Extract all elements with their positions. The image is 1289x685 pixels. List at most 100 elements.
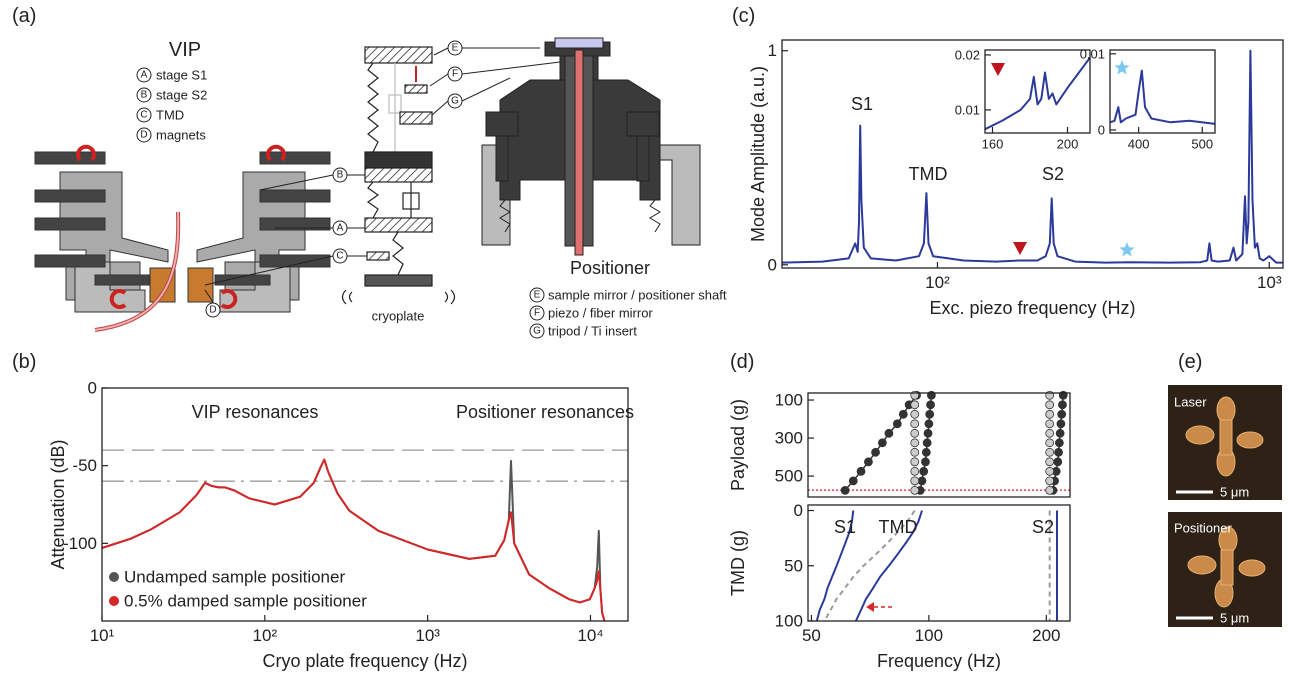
point bbox=[1045, 428, 1055, 438]
point bbox=[910, 485, 920, 495]
y-tick-label: 500 bbox=[775, 467, 803, 486]
key: D bbox=[140, 130, 147, 141]
point bbox=[1045, 400, 1055, 410]
x-tick-label: 10³ bbox=[415, 626, 440, 645]
point bbox=[1045, 457, 1055, 467]
annotation: S2 bbox=[1032, 517, 1054, 537]
y-tick-label: -100 bbox=[63, 534, 97, 553]
point bbox=[925, 409, 935, 419]
image-label: Laser bbox=[1174, 395, 1207, 410]
point bbox=[910, 419, 920, 429]
y-axis-label: Mode Amplitude (a.u.) bbox=[748, 66, 768, 242]
point bbox=[924, 419, 934, 429]
annotation: S1 bbox=[834, 517, 856, 537]
annotation: Positioner resonances bbox=[456, 402, 634, 422]
plot-frame bbox=[807, 504, 1071, 622]
plot-frame bbox=[781, 39, 1284, 269]
key: D bbox=[209, 305, 216, 316]
point bbox=[1045, 419, 1055, 429]
point bbox=[910, 400, 920, 410]
y-tick-label: 1 bbox=[768, 41, 777, 60]
legend-marker bbox=[109, 596, 119, 606]
plot-frame bbox=[984, 49, 1091, 134]
micrograph: Positioner 5 μm bbox=[1168, 512, 1282, 627]
key: C bbox=[140, 110, 147, 121]
x-tick-label: 200 bbox=[1032, 626, 1060, 645]
annotation: TMD bbox=[909, 164, 948, 184]
x-tick-label: 10³ bbox=[1257, 273, 1282, 292]
x-tick-label: 160 bbox=[982, 137, 1004, 152]
point bbox=[898, 409, 908, 419]
key-label: stage S1 bbox=[156, 68, 207, 83]
point bbox=[910, 447, 920, 457]
key: G bbox=[533, 326, 541, 337]
key: E bbox=[452, 43, 459, 54]
plot-area bbox=[808, 393, 1070, 497]
point bbox=[1053, 457, 1063, 467]
key-label: piezo / fiber mirror bbox=[548, 306, 653, 321]
scale-bar-label: 5 μm bbox=[1220, 611, 1249, 626]
annotation: S1 bbox=[851, 94, 873, 114]
point bbox=[1045, 466, 1055, 476]
marker-symbol bbox=[1119, 242, 1135, 257]
key: E bbox=[534, 290, 541, 301]
point bbox=[864, 457, 873, 467]
y-tick-label: 100 bbox=[775, 391, 803, 410]
y-tick-label: 100 bbox=[775, 612, 803, 631]
key: B bbox=[141, 90, 148, 101]
point bbox=[1045, 409, 1055, 419]
plot-frame bbox=[807, 392, 1071, 498]
y-tick-label: 0 bbox=[88, 379, 97, 398]
mass-spring-model bbox=[341, 46, 456, 305]
point bbox=[1056, 419, 1066, 429]
key-label: sample mirror / positioner shaft bbox=[548, 288, 727, 303]
x-tick-label: 50 bbox=[802, 626, 821, 645]
y-axis-label: TMD (g) bbox=[728, 530, 748, 596]
point bbox=[921, 457, 930, 467]
point bbox=[1045, 438, 1055, 448]
y-tick-label: -50 bbox=[72, 456, 97, 475]
point bbox=[921, 447, 931, 457]
marker-symbol bbox=[991, 63, 1005, 76]
chart: 10¹ 10² 10³ 10⁴ 0 -50 -100 Cryo plate frequency… bbox=[48, 379, 634, 672]
series-line bbox=[854, 510, 923, 622]
point bbox=[922, 438, 932, 448]
chart: 400 500 0 0.01 bbox=[1080, 46, 1216, 152]
point bbox=[856, 466, 866, 476]
x-tick-label: 10⁴ bbox=[577, 626, 603, 645]
key: A bbox=[141, 70, 148, 81]
panel-label: (c) bbox=[732, 5, 755, 27]
point bbox=[910, 466, 920, 476]
positioner-structure bbox=[481, 37, 701, 256]
image-label: Positioner bbox=[1174, 521, 1232, 536]
x-axis-label: Cryo plate frequency (Hz) bbox=[262, 651, 467, 671]
y-tick-label: 0.01 bbox=[955, 102, 980, 117]
y-tick-label: 0 bbox=[768, 255, 777, 274]
point bbox=[1055, 428, 1065, 438]
legend-label: 0.5% damped sample positioner bbox=[124, 592, 367, 611]
point bbox=[871, 447, 880, 457]
point bbox=[840, 485, 850, 495]
marker-symbol bbox=[1013, 242, 1027, 255]
point bbox=[1045, 476, 1055, 486]
point bbox=[910, 409, 920, 419]
point bbox=[1054, 447, 1063, 457]
key: F bbox=[452, 69, 458, 80]
vip-title: VIP bbox=[169, 39, 201, 61]
series-line bbox=[984, 57, 1091, 131]
point bbox=[1058, 400, 1067, 410]
fiber bbox=[94, 211, 180, 331]
point bbox=[877, 438, 887, 448]
y-axis-label: Payload (g) bbox=[728, 399, 748, 491]
y-axis-label: Attenuation (dB) bbox=[48, 439, 68, 569]
cryoplate-label: cryoplate bbox=[372, 309, 425, 324]
key: B bbox=[337, 170, 344, 181]
key: G bbox=[451, 96, 459, 107]
x-tick-label: 400 bbox=[1128, 137, 1150, 152]
diagram: VIP A stage S1 B stage S2 C TMD D magnet… bbox=[34, 37, 727, 339]
marker-symbol bbox=[1114, 60, 1130, 75]
point bbox=[1057, 409, 1067, 419]
x-tick-label: 10² bbox=[925, 273, 950, 292]
x-tick-label: 500 bbox=[1191, 137, 1213, 152]
positioner-legend: E sample mirror / positioner shaft F pie… bbox=[529, 287, 727, 339]
